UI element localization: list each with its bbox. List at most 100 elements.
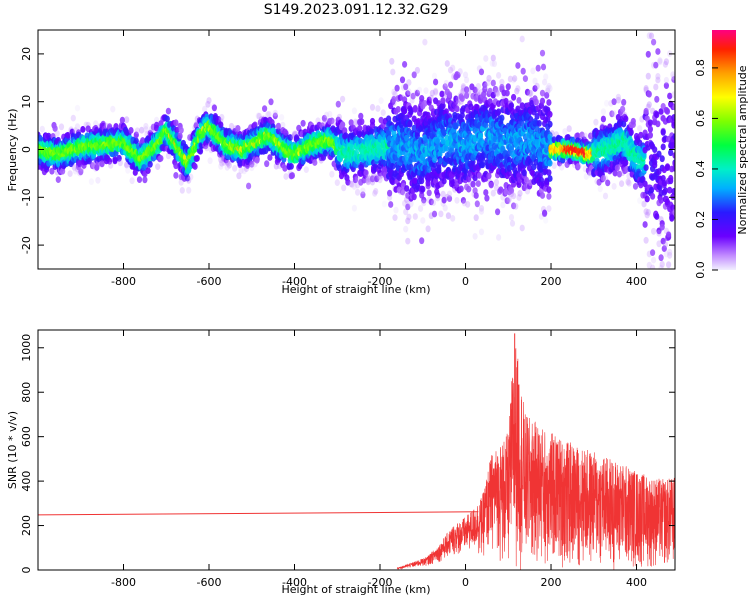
snr-panel: -800 -600 -400 -200 0 200 40002004006008001000… xyxy=(6,329,676,596)
spectral-cell xyxy=(158,155,164,162)
spectral-cell xyxy=(504,89,510,97)
spectral-cell xyxy=(534,82,540,90)
spectral-cell xyxy=(283,129,289,136)
spectral-cell xyxy=(206,97,212,104)
spectral-cell xyxy=(659,155,665,163)
spectral-cell xyxy=(431,210,438,218)
spectral-cell xyxy=(224,163,230,171)
spectral-cell xyxy=(655,120,661,128)
spectral-cell xyxy=(329,117,335,125)
spectral-cell xyxy=(406,79,412,86)
spectral-cell xyxy=(647,279,652,286)
spectral-cell xyxy=(600,108,607,116)
spectral-cell xyxy=(95,160,101,168)
spectral-cell xyxy=(659,223,665,231)
spectral-cell xyxy=(140,137,146,144)
spectral-cell xyxy=(173,119,179,127)
spectral-cell xyxy=(412,105,418,113)
spectral-cell xyxy=(644,195,650,203)
spectral-cell xyxy=(179,187,185,194)
spectral-cell xyxy=(658,197,664,204)
spectral-cell xyxy=(289,172,295,179)
spectral-cell xyxy=(645,72,651,80)
spectral-cell xyxy=(67,170,73,178)
spectral-cell xyxy=(411,193,417,201)
spectral-cell xyxy=(369,117,376,125)
spectral-cell xyxy=(519,224,525,232)
spectral-cell xyxy=(651,292,656,299)
spectral-cell xyxy=(365,174,371,181)
spectral-cell xyxy=(334,179,340,187)
spectral-cell xyxy=(446,190,453,198)
spectral-cell xyxy=(89,162,96,170)
spectral-cell xyxy=(663,76,670,84)
spectral-cell xyxy=(402,61,408,68)
spectral-cell xyxy=(655,48,661,55)
spectral-cell xyxy=(300,119,306,127)
spectral-cell xyxy=(473,214,479,222)
spectral-cell xyxy=(119,116,125,124)
spectral-cell xyxy=(623,115,629,123)
spectral-cell xyxy=(388,201,394,208)
spectral-cell xyxy=(546,99,552,106)
spectral-cell xyxy=(403,225,409,233)
spectral-cell xyxy=(186,186,192,194)
spectral-cell xyxy=(194,155,200,162)
spectral-cell xyxy=(483,55,489,62)
spectral-cell xyxy=(143,122,149,130)
spectral-cell xyxy=(517,190,523,197)
spectral-cell xyxy=(155,163,161,171)
spectral-cell xyxy=(303,166,309,174)
spectral-cell xyxy=(77,160,83,167)
spectral-cell xyxy=(510,93,517,101)
y-tick-label: 20 xyxy=(20,47,33,61)
spectral-cell xyxy=(666,261,672,269)
spectral-cell xyxy=(621,98,627,106)
spectral-cell xyxy=(546,205,552,213)
y-tick-label: 0 xyxy=(20,567,33,574)
spectral-cell xyxy=(352,118,358,126)
spectral-cell xyxy=(404,185,410,192)
spectral-cell xyxy=(49,167,55,175)
spectral-cell xyxy=(173,172,179,179)
spectral-cell xyxy=(392,214,398,222)
spectral-cell xyxy=(472,233,478,240)
spectral-cell xyxy=(478,228,485,236)
spectral-cell xyxy=(559,163,565,171)
spectral-cell xyxy=(272,112,278,120)
spectral-cell xyxy=(483,189,489,196)
spectral-cell xyxy=(426,189,432,197)
spectral-cell xyxy=(88,178,94,186)
spectral-cell xyxy=(466,185,472,193)
spectral-cell xyxy=(420,217,426,224)
spectral-cell xyxy=(475,180,481,188)
spectral-cell xyxy=(543,217,549,224)
spectral-cell xyxy=(133,131,139,139)
spectral-cell xyxy=(74,123,81,131)
x-tick-label: 0 xyxy=(462,576,469,589)
spectral-cell xyxy=(164,115,170,123)
spectral-cell xyxy=(377,169,383,177)
spectral-cell xyxy=(116,154,122,162)
spectral-cell xyxy=(246,182,252,190)
spectral-cell xyxy=(128,126,134,134)
spectral-cell xyxy=(402,107,408,115)
spectral-cell xyxy=(536,120,542,127)
spectral-cell xyxy=(669,214,675,222)
spectral-cell xyxy=(615,93,622,101)
spectral-cell xyxy=(185,174,191,182)
spectral-cell xyxy=(665,276,670,283)
spectral-cell xyxy=(623,159,629,167)
spectral-cell xyxy=(664,108,671,115)
spectral-cell xyxy=(340,95,346,103)
spectral-cell xyxy=(395,106,401,113)
spectral-cell xyxy=(80,125,86,133)
spectral-cell xyxy=(360,191,366,199)
spectral-cell xyxy=(521,169,527,177)
spectral-cell xyxy=(652,161,658,169)
spectral-cell xyxy=(377,176,383,184)
spectral-cell xyxy=(72,167,78,175)
spectral-cell xyxy=(652,146,658,154)
spectral-cell xyxy=(283,173,289,180)
spectral-cell xyxy=(136,176,143,184)
